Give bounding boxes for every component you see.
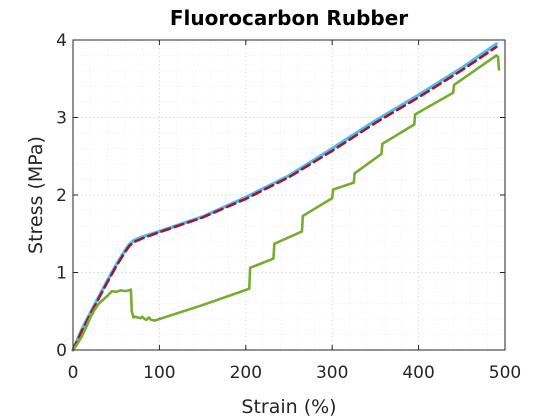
x-tick-label: 300 (316, 363, 348, 383)
x-tick-label: 100 (143, 363, 175, 383)
y-tick-label: 2 (56, 186, 67, 206)
x-tick-label: 0 (68, 363, 79, 383)
y-tick-label: 0 (56, 341, 67, 361)
series-light-blue-line (71, 42, 498, 352)
series-red-dashed-line (71, 45, 498, 352)
x-tick-label: 400 (402, 363, 434, 383)
grid (72, 39, 506, 351)
chart-title: Fluorocarbon Rubber (170, 6, 408, 30)
y-axis-label: Stress (MPa) (25, 136, 47, 254)
series-layer (71, 42, 501, 352)
x-tick-label: 500 (489, 363, 521, 383)
y-tick-label: 1 (56, 264, 67, 284)
x-tick-label: 200 (230, 363, 262, 383)
x-axis-label: Strain (%) (241, 396, 336, 418)
y-tick-label: 4 (56, 31, 67, 51)
series-green-line (71, 54, 501, 352)
ticks: 0 100 200 300 400 500 0 1 2 3 4 (56, 31, 521, 383)
y-tick-label: 3 (56, 109, 67, 129)
